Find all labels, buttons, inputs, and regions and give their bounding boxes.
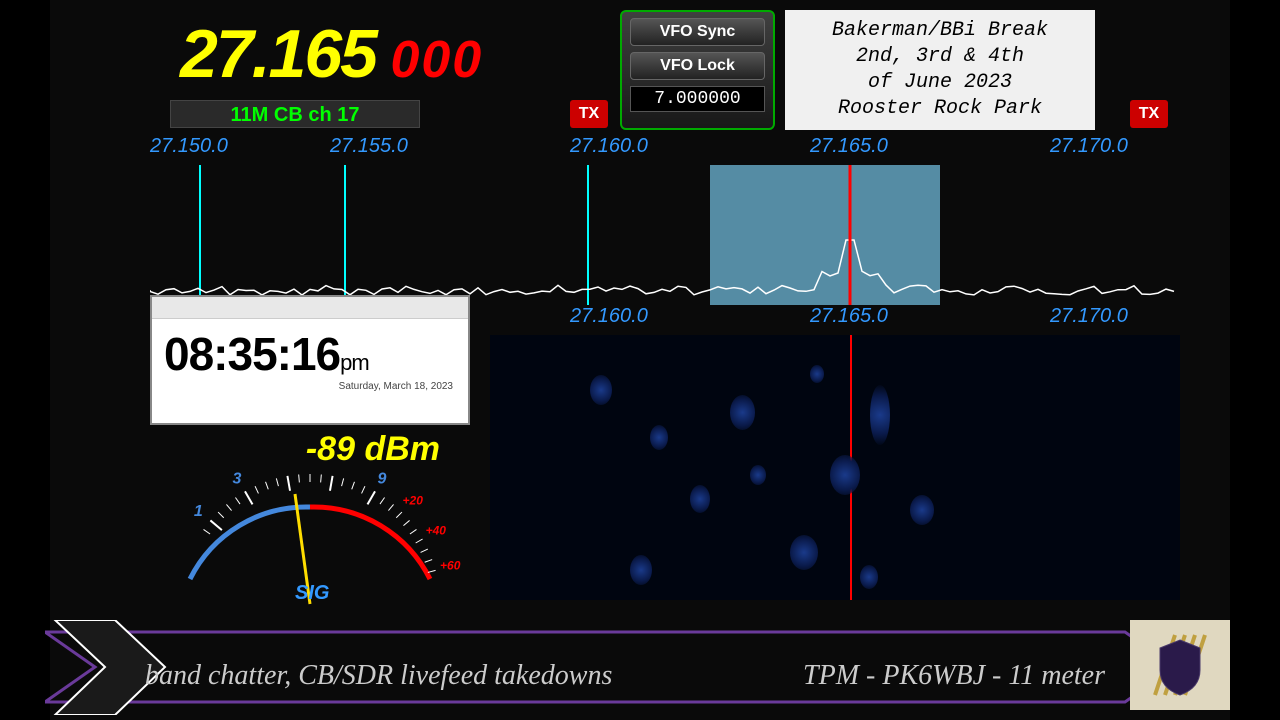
waterfall-signal (730, 395, 755, 430)
waterfall-signal (690, 485, 710, 513)
spectrum-freq-label: 27.170.0 (1050, 135, 1128, 158)
waterfall-signal (910, 495, 934, 525)
event-info-card: Bakerman/BBi Break 2nd, 3rd & 4th of Jun… (785, 10, 1095, 130)
info-line-3: of June 2023 (793, 70, 1087, 96)
spectrum-freq-label: 27.150.0 (150, 135, 228, 158)
spectrum-graph (150, 165, 1180, 305)
spectrum-freq-label: 27.165.0 (810, 305, 888, 328)
waterfall-signal (830, 455, 860, 495)
s-meter-gauge: 1 3 5 7 9 +20 +40 +60 SIG (150, 469, 470, 609)
svg-text:+40: +40 (426, 524, 447, 538)
info-line-1: Bakerman/BBi Break (793, 18, 1087, 44)
vfo-sync-button[interactable]: VFO Sync (630, 18, 765, 46)
spectrum-freq-label: 27.165.0 (810, 135, 888, 158)
info-line-2: 2nd, 3rd & 4th (793, 44, 1087, 70)
signal-meter: -89 dBm 1 3 5 7 9 +20 +40 +60 SIG (150, 430, 470, 610)
band-label: 11M CB ch 17 (170, 100, 420, 128)
vfo-control-panel: VFO Sync VFO Lock 7.000000 (620, 10, 775, 130)
frequency-zeros: 000 (390, 31, 483, 89)
spectrum-freq-label: 27.160.0 (570, 135, 648, 158)
waterfall-signal (790, 535, 818, 570)
svg-text:3: 3 (233, 470, 242, 487)
svg-text:9: 9 (378, 470, 387, 487)
info-line-4: Rooster Rock Park (793, 96, 1087, 122)
svg-text:7: 7 (330, 469, 340, 470)
app-frame: 27.165 000 11M CB ch 17 TX TX VFO Sync V… (50, 0, 1230, 720)
clock-ampm: pm (340, 350, 369, 375)
clock-date: Saturday, March 18, 2023 (152, 381, 468, 392)
waterfall-signal (630, 555, 652, 585)
svg-text:1: 1 (194, 503, 203, 520)
waterfall-display[interactable] (490, 335, 1180, 600)
vfo-frequency-value: 7.000000 (630, 86, 765, 112)
tx-badge-right: TX (1130, 100, 1168, 128)
vfo-lock-button[interactable]: VFO Lock (630, 52, 765, 80)
clock-titlebar (152, 297, 468, 319)
waterfall-signal (860, 565, 878, 589)
sig-label: SIG (295, 582, 329, 604)
svg-text:+60: +60 (440, 558, 461, 572)
banner-text-right: TPM - PK6WBJ - 11 meter (803, 660, 1105, 692)
frequency-main: 27.165 (180, 16, 376, 92)
waterfall-signal (870, 385, 890, 445)
svg-text:5: 5 (280, 469, 290, 470)
channel-badge (1130, 620, 1230, 710)
waterfall-signal (590, 375, 612, 405)
frequency-display: 27.165 000 (180, 15, 483, 93)
shield-icon (1150, 630, 1210, 700)
spectrum-freq-label: 27.155.0 (330, 135, 408, 158)
dbm-readout: -89 dBm (150, 430, 470, 469)
clock-window: 08:35:16pm Saturday, March 18, 2023 (150, 295, 470, 425)
waterfall-signal (810, 365, 824, 383)
waterfall-signal (650, 425, 668, 450)
waterfall-signal (750, 465, 766, 485)
banner-text-left: band chatter, CB/SDR livefeed takedowns (145, 660, 612, 692)
spectrum-freq-label: 27.170.0 (1050, 305, 1128, 328)
spectrum-labels-top: 27.150.0 27.155.0 27.160.0 27.165.0 27.170.0 (150, 135, 1180, 160)
clock-time-value: 08:35:16 (164, 328, 340, 380)
svg-text:+20: +20 (403, 493, 424, 507)
stream-banner: band chatter, CB/SDR livefeed takedowns … (45, 620, 1235, 715)
tx-badge-left: TX (570, 100, 608, 128)
spectrum-freq-label: 27.160.0 (570, 305, 648, 328)
clock-time: 08:35:16pm (152, 319, 468, 381)
